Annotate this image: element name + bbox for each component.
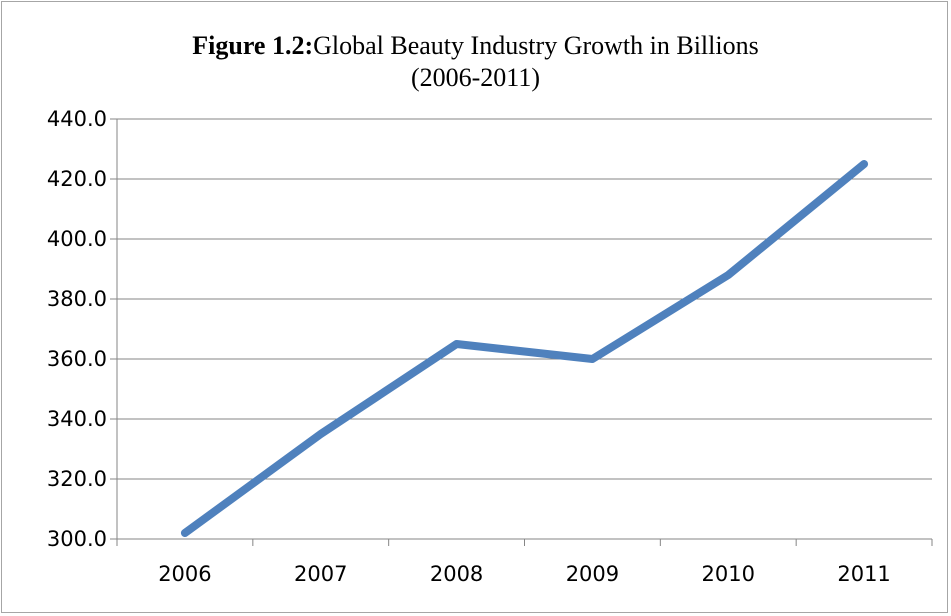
x-tick-label: 2010 [702,562,755,586]
x-tick-label: 2007 [294,562,347,586]
gridlines [117,118,932,480]
chart-title-figure-number: Figure 1.2: [192,31,314,60]
chart-subtitle: (2006-2011) [410,63,540,92]
y-tick-label: 400.0 [47,227,107,251]
x-tick-label: 2006 [158,562,211,586]
y-tick-label: 300.0 [47,527,107,551]
chart-title: Figure 1.2:Global Beauty Industry Growth… [0,30,951,94]
y-tick-label: 440.0 [47,107,107,131]
axes [110,118,933,546]
series-line [180,160,869,537]
x-axis-tick-labels: 2006 2007 2008 2009 2010 2011 [158,562,891,586]
x-tick-label: 2008 [430,562,483,586]
chart-title-text: Global Beauty Industry Growth in Billion… [313,31,759,60]
x-tick-label: 2009 [566,562,619,586]
series-layer [180,160,869,537]
y-tick-label: 420.0 [47,167,107,191]
y-tick-label: 340.0 [47,407,107,431]
y-tick-label: 380.0 [47,287,107,311]
y-axis-tick-labels: 300.0 320.0 340.0 360.0 380.0 400.0 420.0 440.0 [47,107,107,551]
y-tick-label: 360.0 [47,347,107,371]
x-tick-label: 2011 [837,562,890,586]
y-tick-label: 320.0 [47,467,107,491]
